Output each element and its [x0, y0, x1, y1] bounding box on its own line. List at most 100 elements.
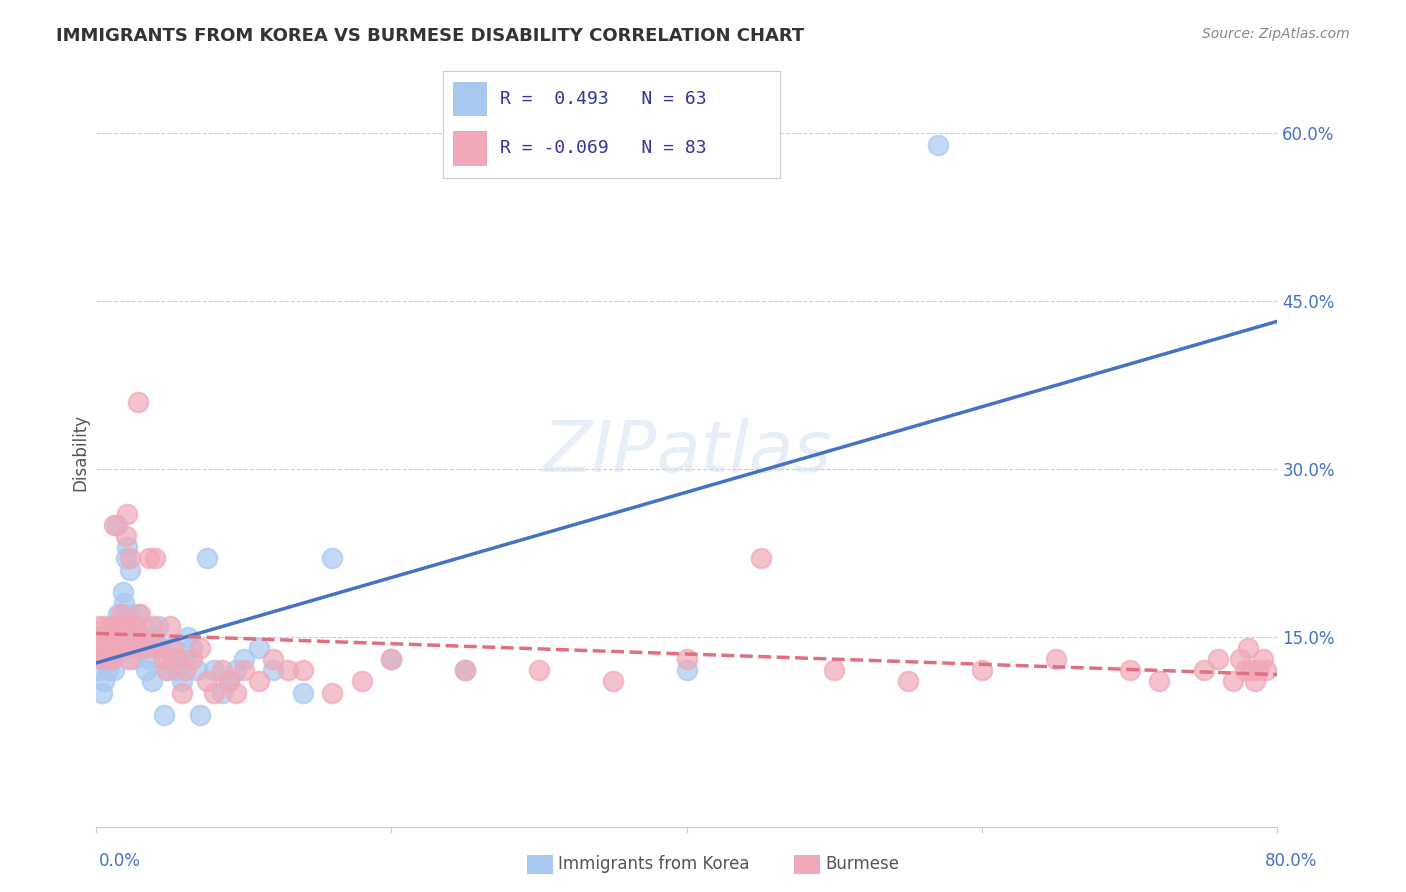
Point	[291, 663, 314, 677]
Point	[181, 652, 204, 666]
Point	[110, 618, 132, 632]
Point	[170, 674, 193, 689]
Point	[93, 630, 115, 644]
Point	[100, 640, 122, 655]
Point	[927, 137, 949, 152]
Point	[1045, 652, 1067, 666]
Point	[89, 618, 111, 632]
Point	[115, 507, 138, 521]
Point	[1208, 652, 1230, 666]
Point	[108, 640, 131, 655]
Point	[152, 652, 174, 666]
Point	[675, 652, 697, 666]
Point	[118, 607, 141, 622]
Point	[97, 663, 120, 677]
Point	[247, 640, 270, 655]
Point	[749, 551, 772, 566]
Point	[91, 652, 114, 666]
Point	[108, 630, 131, 644]
Point	[1237, 640, 1260, 655]
Point	[159, 618, 181, 632]
Text: IMMIGRANTS FROM KOREA VS BURMESE DISABILITY CORRELATION CHART: IMMIGRANTS FROM KOREA VS BURMESE DISABIL…	[56, 27, 804, 45]
Point	[1240, 663, 1263, 677]
Point	[380, 652, 402, 666]
Point	[112, 596, 135, 610]
Point	[114, 551, 136, 566]
Point	[225, 685, 247, 699]
Text: R =  0.493   N = 63: R = 0.493 N = 63	[501, 90, 707, 108]
Point	[211, 663, 233, 677]
Point	[103, 640, 125, 655]
Point	[107, 630, 129, 644]
Point	[112, 618, 135, 632]
Point	[135, 663, 157, 677]
Point	[138, 652, 160, 666]
Point	[166, 652, 188, 666]
Point	[143, 630, 166, 644]
Point	[1149, 674, 1171, 689]
Point	[100, 640, 122, 655]
Point	[159, 640, 181, 655]
Point	[454, 663, 477, 677]
Point	[143, 551, 166, 566]
Point	[247, 674, 270, 689]
Point	[132, 630, 155, 644]
Point	[1244, 674, 1267, 689]
Point	[103, 663, 125, 677]
Point	[138, 551, 160, 566]
Y-axis label: Disability: Disability	[72, 414, 89, 491]
Point	[1254, 663, 1277, 677]
Point	[141, 674, 163, 689]
Point	[114, 529, 136, 543]
Point	[97, 630, 120, 644]
FancyBboxPatch shape	[453, 131, 486, 166]
Point	[177, 630, 200, 644]
Point	[188, 708, 211, 723]
Point	[156, 663, 179, 677]
Point	[148, 618, 170, 632]
Point	[1222, 674, 1244, 689]
Point	[98, 630, 121, 644]
Point	[120, 563, 142, 577]
Point	[118, 652, 141, 666]
Point	[94, 618, 117, 632]
Point	[1192, 663, 1215, 677]
Point	[120, 551, 142, 566]
Point	[527, 663, 550, 677]
Point	[127, 607, 149, 622]
Point	[141, 618, 163, 632]
Point	[148, 640, 170, 655]
Point	[105, 630, 128, 644]
Point	[170, 685, 193, 699]
Point	[225, 663, 247, 677]
Point	[162, 640, 184, 655]
Point	[135, 640, 157, 655]
Point	[262, 652, 284, 666]
Point	[1233, 663, 1256, 677]
Point	[93, 640, 115, 655]
Point	[101, 652, 124, 666]
Text: Source: ZipAtlas.com: Source: ZipAtlas.com	[1202, 27, 1350, 41]
Point	[103, 630, 125, 644]
FancyBboxPatch shape	[453, 82, 486, 116]
Text: 0.0%: 0.0%	[98, 852, 141, 870]
Point	[262, 663, 284, 677]
Point	[195, 551, 218, 566]
Point	[195, 674, 218, 689]
Point	[86, 640, 108, 655]
Point	[380, 652, 402, 666]
Point	[91, 685, 114, 699]
Text: R = -0.069   N = 83: R = -0.069 N = 83	[501, 139, 707, 157]
Point	[897, 674, 920, 689]
Point	[232, 663, 254, 677]
Point	[218, 674, 240, 689]
Point	[124, 618, 146, 632]
Point	[100, 630, 122, 644]
Text: ZIPatlas: ZIPatlas	[543, 417, 831, 487]
Point	[93, 640, 115, 655]
Point	[602, 674, 624, 689]
Text: Immigrants from Korea: Immigrants from Korea	[558, 855, 749, 873]
Point	[124, 640, 146, 655]
Point	[181, 640, 204, 655]
Point	[202, 685, 225, 699]
